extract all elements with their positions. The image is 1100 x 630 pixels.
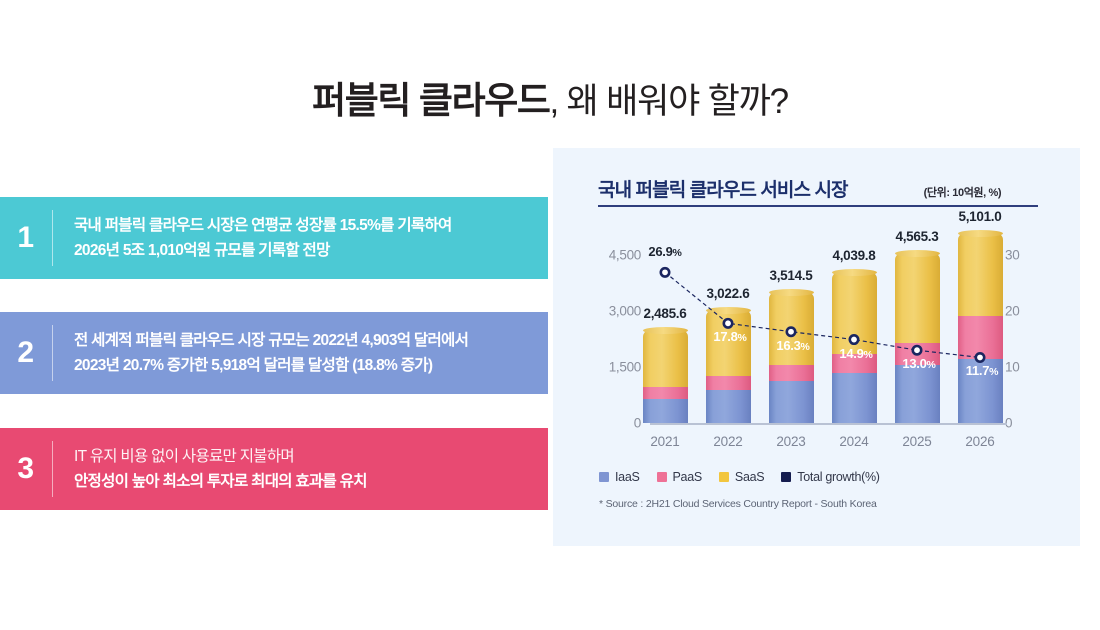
bar-segment-iaas [705, 389, 751, 423]
panel-1-line-1: 국내 퍼블릭 클라우드 시장은 연평균 성장률 15.5%를 기록하여 [74, 217, 452, 234]
bar-total-label-2022: 3,022.6 [706, 286, 750, 302]
y-tick-left-2: 3,000 [608, 303, 642, 319]
y-tick-right-3: 30 [1005, 247, 1020, 263]
y-tick-left-3: 4,500 [608, 247, 642, 263]
growth-marker-2021 [659, 266, 671, 278]
panel-1-number: 1 [17, 221, 35, 254]
legend-item-total-growth[interactable]: Total growth(%) [781, 470, 880, 484]
panel-3-text: IT 유지 비용 없이 사용료만 지불하며 안정성이 높아 최소의 투자로 최대… [53, 444, 368, 494]
legend-label: Total growth(%) [797, 470, 880, 484]
chart-card: 국내 퍼블릭 클라우드 서비스 시장 (단위: 10억원, %) 0 1,500 3… [553, 148, 1080, 546]
highlight-panel-1: 1 국내 퍼블릭 클라우드 시장은 연평균 성장률 15.5%를 기록하여 20… [0, 197, 548, 279]
panel-2-text: 전 세계적 퍼블릭 클라우드 시장 규모는 2022년 4,903억 달러에서 … [53, 328, 469, 378]
panel-2-number: 2 [17, 336, 35, 369]
bar-segment-iaas [642, 398, 688, 423]
x-label-2022: 2022 [713, 434, 743, 449]
legend-label: IaaS [615, 470, 640, 484]
bar-segment-saas [831, 272, 877, 355]
panel-3-divider [52, 441, 53, 497]
growth-label-2025: 13.0% [902, 356, 936, 372]
chart-legend: IaaS PaaS SaaS Total growth(%) [599, 470, 880, 484]
legend-swatch-icon [656, 472, 667, 482]
x-label-2021: 2021 [650, 434, 680, 449]
panel-2-line-2: 2023년 20.7% 증가한 5,918억 달러를 달성함 (18.8% 증가… [74, 357, 433, 374]
bar-total-label-2021: 2,485.6 [643, 306, 687, 322]
legend-swatch-icon [718, 472, 729, 482]
bar-segment-saas [642, 330, 688, 388]
bar-segment-iaas [957, 358, 1003, 423]
growth-label-2026: 11.7% [965, 363, 999, 379]
y-tick-left-0: 0 [633, 415, 642, 431]
page-title-strong: 퍼블릭 클라우드 [312, 80, 551, 121]
growth-label-2022: 17.8% [713, 329, 747, 345]
chart-header: 국내 퍼블릭 클라우드 서비스 시장 (단위: 10억원, %) [598, 175, 1038, 202]
bar-segment-saas [957, 232, 1003, 316]
page-title: 퍼블릭 클라우드, 왜 배워야 할까? [0, 70, 1100, 124]
bar-total-label-2023: 3,514.5 [769, 267, 813, 283]
legend-item-iaas[interactable]: IaaS [599, 470, 640, 484]
x-axis-line [650, 423, 1007, 425]
chart-unit-note: (단위: 10억원, %) [923, 187, 1002, 199]
panel-1-text: 국내 퍼블릭 클라우드 시장은 연평균 성장률 15.5%를 기록하여 2026… [53, 213, 452, 263]
bar-total-label-2026: 5,101.0 [958, 208, 1002, 224]
panel-3-line-2: 안정성이 높아 최소의 투자로 최대의 효과를 유치 [74, 473, 368, 490]
bar-total-label-2025: 4,565.3 [895, 228, 939, 244]
y-tick-right-0: 0 [1005, 415, 1013, 431]
x-label-2025: 2025 [902, 434, 932, 449]
bar-segment-iaas [768, 381, 814, 423]
bar-2023: 3,514.5 [768, 268, 814, 423]
bar-segment-paas [831, 354, 877, 373]
y-tick-right-1: 10 [1005, 359, 1020, 375]
x-label-2023: 2023 [776, 434, 806, 449]
panel-1-line-2: 2026년 5조 1,010억원 규모를 기록할 전망 [74, 242, 330, 259]
bar-2026: 5,101.0 [957, 209, 1003, 423]
highlight-panel-3: 3 IT 유지 비용 없이 사용료만 지불하며 안정성이 높아 최소의 투자로 … [0, 428, 548, 510]
panel-2-line-1: 전 세계적 퍼블릭 클라우드 시장 규모는 2022년 4,903억 달러에서 [74, 332, 469, 349]
chart-title-rule [598, 205, 1038, 207]
bar-total-label-2024: 4,039.8 [832, 248, 876, 264]
legend-swatch-icon [599, 472, 609, 482]
bar-2021: 2,485.6 [642, 306, 688, 423]
bar-segment-paas [957, 315, 1003, 359]
growth-label-2021: 26.9% [648, 244, 682, 260]
bar-top-cap [768, 288, 814, 296]
legend-item-saas[interactable]: SaaS [718, 470, 765, 484]
y-tick-right-2: 20 [1005, 303, 1020, 319]
legend-label: PaaS [672, 470, 703, 484]
legend-label: SaaS [734, 470, 765, 484]
panel-3-line-1: IT 유지 비용 없이 사용료만 지불하며 [74, 448, 295, 465]
growth-label-2023: 16.3% [776, 337, 810, 353]
bar-top-cap [894, 249, 940, 257]
x-label-2024: 2024 [839, 434, 869, 449]
panel-3-number: 3 [17, 452, 35, 485]
highlight-panel-2: 2 전 세계적 퍼블릭 클라우드 시장 규모는 2022년 4,903억 달러에… [0, 312, 548, 394]
bar-segment-saas [894, 252, 940, 343]
bar-top-cap [957, 229, 1003, 237]
bar-segment-iaas [831, 372, 877, 423]
x-label-2026: 2026 [965, 434, 995, 449]
page-title-rest: , 왜 배워야 할까? [549, 82, 790, 121]
panel-2-divider [52, 325, 53, 381]
legend-item-paas[interactable]: PaaS [656, 470, 703, 484]
bar-segment-paas [768, 365, 814, 381]
bar-segment-paas [642, 387, 688, 399]
panel-1-divider [52, 210, 53, 266]
bar-segment-paas [705, 376, 751, 390]
legend-swatch-icon [781, 472, 792, 482]
bar-segment-iaas [894, 365, 940, 423]
bar-segment-saas [768, 291, 814, 366]
bar-2022: 3,022.6 [705, 286, 751, 423]
chart-title: 국내 퍼블릭 클라우드 서비스 시장 [598, 180, 849, 201]
bar-2025: 4,565.3 [894, 229, 940, 423]
chart-source-note: * Source : 2H21 Cloud Services Country R… [599, 498, 877, 510]
y-tick-left-1: 1,500 [608, 359, 642, 375]
growth-label-2024: 14.9% [839, 345, 873, 361]
chart-plot-area: 0 1,500 3,000 4,500 0 10 20 30 2,485.6 3,022.6 3… [553, 148, 1080, 546]
